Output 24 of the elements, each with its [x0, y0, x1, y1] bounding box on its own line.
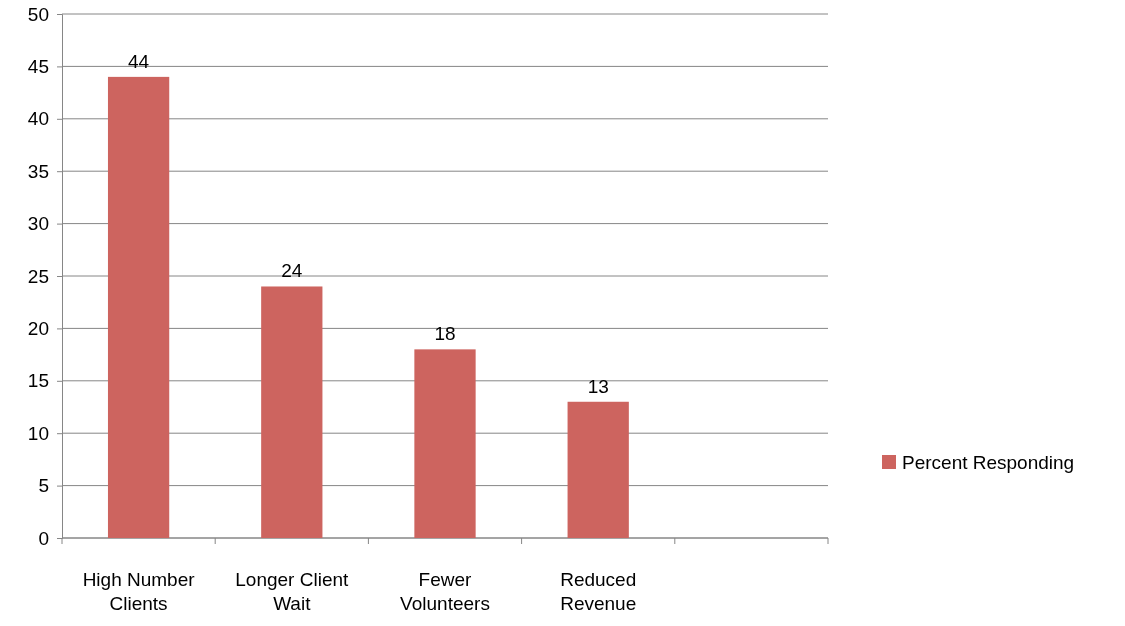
data-label: 13 — [587, 375, 609, 397]
data-label: 24 — [281, 260, 303, 282]
y-tick-label: 50 — [27, 3, 49, 25]
y-tick-label: 40 — [27, 108, 49, 130]
x-tick-label: High Number Clients — [82, 569, 196, 614]
x-tick-label: Longer Client Wait — [235, 569, 350, 614]
y-tick-label: 10 — [27, 422, 49, 444]
bar — [567, 401, 629, 538]
y-tick-label: 5 — [38, 475, 49, 497]
y-tick-label: 45 — [27, 55, 49, 77]
legend-label: Percent Responding — [902, 452, 1075, 473]
y-tick-label: 0 — [38, 527, 49, 549]
bar — [261, 286, 323, 538]
data-label: 44 — [128, 50, 150, 72]
x-tick-label: Fewer Volunteers — [400, 569, 490, 614]
y-tick-label: 15 — [27, 370, 49, 392]
y-tick-label: 25 — [27, 265, 49, 287]
x-tick-label: Reduced Revenue — [560, 569, 637, 614]
y-tick-label: 20 — [27, 317, 49, 339]
data-label: 18 — [434, 323, 456, 345]
bar — [414, 349, 476, 538]
bar — [107, 76, 170, 538]
y-tick-label: 30 — [27, 213, 49, 235]
y-tick-label: 35 — [27, 160, 49, 182]
